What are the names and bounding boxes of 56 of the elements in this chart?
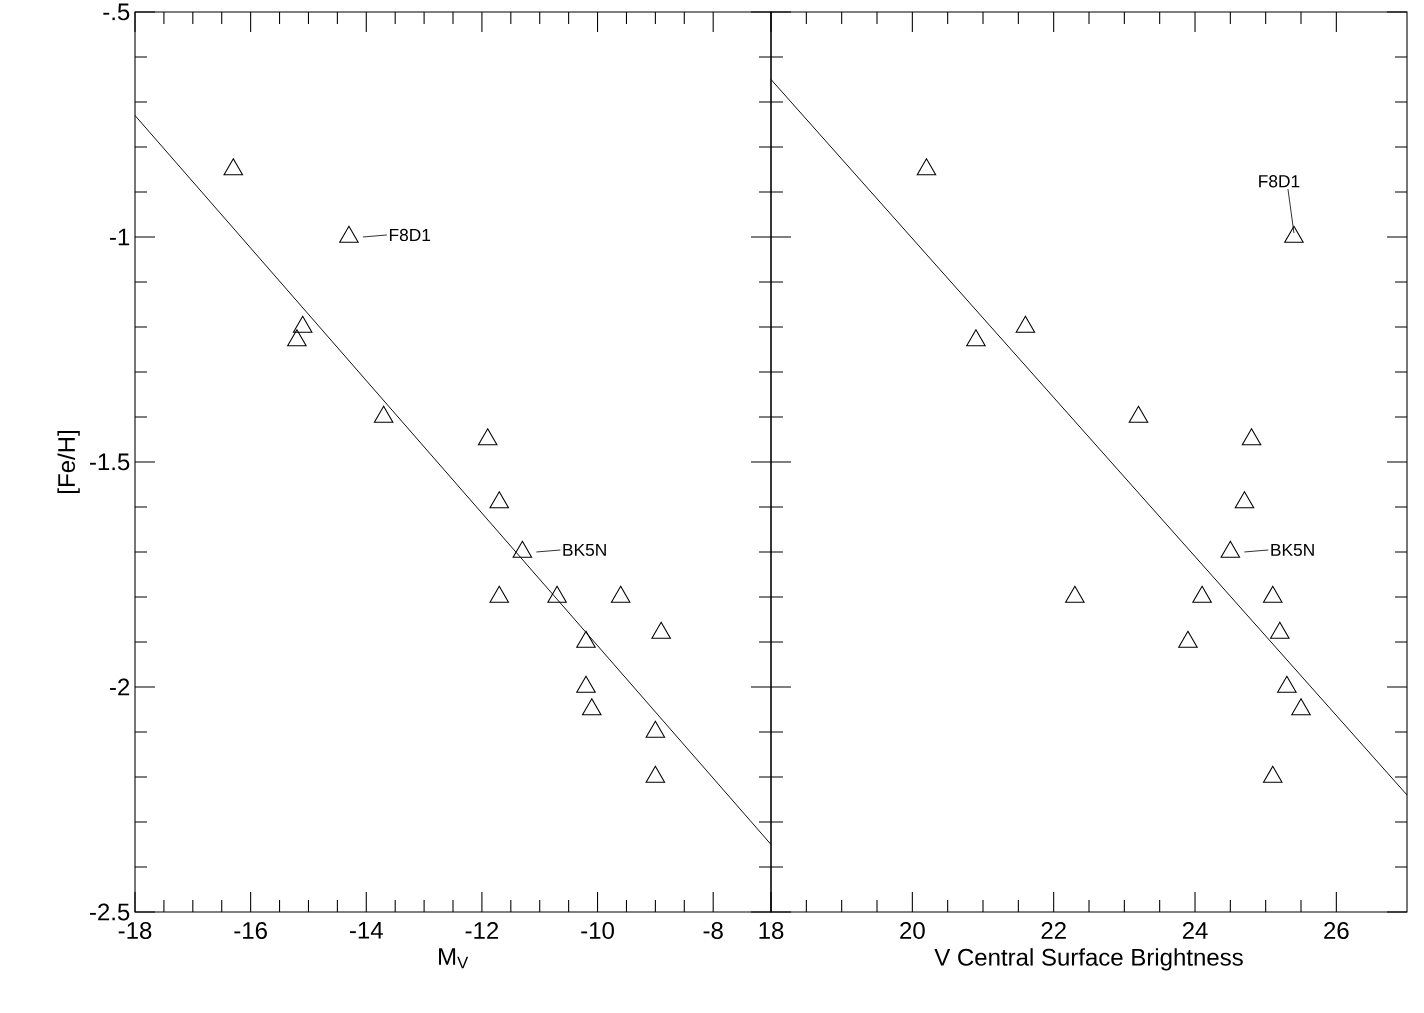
x-tick-label: 22 [1041, 922, 1066, 939]
point [1015, 315, 1036, 333]
y-axis-title: [Fe/H] [57, 431, 80, 493]
x-tick-label: 26 [1324, 922, 1349, 940]
annotation: F8D1 [1259, 175, 1300, 188]
x-tick-label: -16 [234, 922, 267, 940]
point [339, 225, 359, 243]
point [512, 540, 533, 558]
x-tick-label: 18 [759, 922, 784, 940]
y-tick-label: -2 [110, 678, 130, 696]
x-tick-label: -8 [703, 922, 723, 940]
point [547, 585, 567, 603]
point [1192, 585, 1212, 603]
point [576, 675, 596, 693]
point [966, 329, 986, 347]
x-axis-title: V Central Surface Brightness [934, 948, 1243, 971]
point [292, 315, 313, 333]
y-tick-label: -2.5 [90, 903, 130, 921]
y-tick-label: -1.5 [90, 453, 130, 471]
annotation: BK5N [563, 543, 606, 557]
point [1065, 585, 1085, 603]
point [576, 630, 596, 648]
x-tick-label: -14 [350, 922, 383, 939]
point [1277, 675, 1297, 693]
point [645, 720, 666, 738]
point [1284, 225, 1304, 243]
point [916, 158, 937, 176]
point [1241, 428, 1262, 446]
point [645, 765, 666, 783]
x-tick-label: -10 [581, 922, 614, 940]
annotation: BK5N [1271, 543, 1314, 557]
point [610, 585, 631, 603]
point [1128, 405, 1149, 423]
point [287, 329, 307, 347]
point [223, 158, 244, 176]
point [1262, 585, 1283, 603]
y-tick-label: -1 [110, 228, 130, 246]
x-tick-label: 24 [1182, 922, 1208, 939]
x-axis-title: M$_{V}$ [439, 948, 469, 969]
point [1234, 491, 1255, 509]
point [1291, 698, 1311, 716]
point [581, 698, 602, 716]
point [1220, 540, 1241, 558]
annotation: F8D1 [389, 228, 431, 242]
point [1270, 621, 1290, 639]
point [373, 405, 394, 423]
x-tick-label: 20 [900, 922, 925, 940]
point [489, 585, 510, 603]
point [489, 491, 510, 509]
point [1178, 630, 1198, 648]
point [651, 621, 671, 639]
x-tick-label: -12 [465, 922, 499, 939]
y-tick-label: -.5 [103, 3, 130, 21]
point [1262, 765, 1283, 783]
point [477, 428, 498, 446]
x-tick-label: -18 [118, 922, 152, 940]
